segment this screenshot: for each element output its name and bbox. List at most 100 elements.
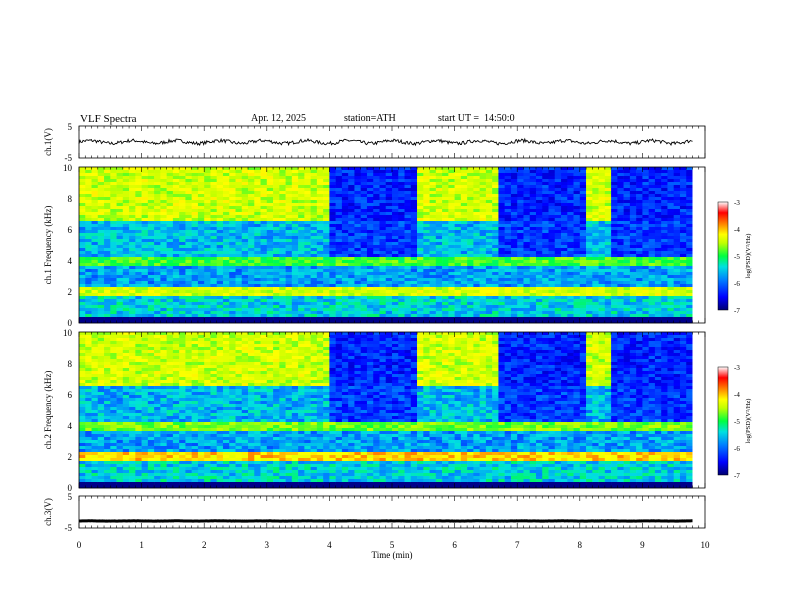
spectrogram-cell: [298, 182, 305, 186]
spectrogram-cell: [417, 203, 424, 207]
spectrogram-cell: [467, 257, 474, 261]
spectrogram-cell: [248, 245, 255, 249]
spectrogram-cell: [254, 272, 261, 276]
spectrogram-cell: [667, 239, 674, 243]
spectrogram-cell: [266, 263, 274, 267]
spectrogram-cell: [611, 305, 618, 309]
spectrogram-cell: [354, 170, 361, 174]
spectrogram-cell: [323, 218, 330, 222]
spectrogram-cell: [373, 278, 380, 282]
spectrogram-cell: [410, 278, 418, 282]
spectrogram-cell: [611, 281, 618, 285]
spectrogram-cell: [604, 278, 612, 282]
spectrogram-cell: [460, 287, 468, 291]
spectrogram-cell: [542, 200, 549, 204]
spectrogram-cell: [448, 293, 455, 297]
spectrogram-cell: [291, 314, 299, 318]
spectrogram-cell: [279, 239, 286, 243]
spectrogram-cell: [636, 320, 643, 324]
spectrogram-cell: [366, 269, 374, 273]
spectrogram-cell: [517, 299, 524, 303]
spectrogram-cell: [435, 266, 443, 270]
spectrogram-cell: [298, 287, 305, 291]
spectrogram-cell: [91, 215, 99, 219]
spectrogram-cell: [197, 227, 205, 231]
spectrogram-cell: [147, 254, 155, 258]
spectrogram-cell: [135, 251, 142, 255]
spectrogram-cell: [285, 266, 293, 270]
spectrogram-cell: [260, 260, 268, 264]
spectrogram-cell: [492, 275, 499, 279]
spectrogram-cell: [517, 173, 524, 177]
spectrogram-cell: [673, 227, 681, 231]
start-time-label: start UT = 14:50:0: [438, 113, 515, 124]
spectrogram-cell: [417, 314, 424, 318]
spectrogram-cell: [473, 170, 480, 174]
spectrogram-cell: [385, 254, 393, 258]
spectrogram-cell: [273, 206, 280, 210]
spectrogram-cell: [504, 314, 512, 318]
spectrogram-cell: [135, 317, 142, 321]
spectrogram-cell: [554, 206, 562, 210]
spectrogram-cell: [523, 197, 531, 201]
spectrogram-cell: [654, 296, 662, 300]
spectrogram-cell: [448, 194, 455, 198]
spectrogram-cell: [122, 272, 130, 276]
spectrogram-cell: [85, 269, 92, 273]
spectrogram-cell: [279, 269, 286, 273]
spectrogram-cell: [629, 260, 637, 264]
spectrogram-cell: [473, 185, 480, 189]
spectrogram-cell: [579, 281, 587, 285]
spectrogram-cell: [523, 269, 531, 273]
spectrogram-cell: [122, 230, 130, 234]
spectrogram-cell: [179, 188, 186, 192]
spectrogram-cell: [85, 284, 92, 288]
spectrogram-cell: [348, 272, 355, 276]
spectrogram-cell: [79, 275, 86, 279]
spectrogram-cell: [260, 308, 268, 312]
spectrogram-cell: [135, 176, 142, 180]
spectrogram-cell: [379, 179, 387, 183]
spectrogram-cell: [166, 236, 174, 240]
spectrogram-cell: [235, 290, 243, 294]
spectrogram-cell: [348, 278, 355, 282]
spectrogram-cell: [373, 251, 380, 255]
spectrogram-cell: [398, 242, 405, 246]
spectrogram-cell: [210, 311, 218, 315]
spectrogram-cell: [279, 290, 286, 294]
spectrogram-cell: [629, 179, 637, 183]
spectrogram-cell: [129, 314, 136, 318]
spectrogram-cell: [260, 254, 268, 258]
spectrogram-cell: [248, 257, 255, 261]
spectrogram-cell: [479, 260, 487, 264]
spectrogram-cell: [548, 266, 556, 270]
spectrogram-cell: [179, 239, 186, 243]
spectrogram-cell: [229, 179, 236, 183]
spectrogram-cell: [360, 269, 368, 273]
spectrogram-cell: [166, 200, 174, 204]
spectrogram-cell: [166, 224, 174, 228]
spectrogram-cell: [341, 233, 349, 237]
spectrogram-cell: [348, 221, 355, 225]
spectrogram-cell: [110, 248, 117, 252]
spectrogram-cell: [279, 263, 286, 267]
spectrogram-cell: [91, 278, 99, 282]
spectrogram-cell: [147, 257, 155, 261]
spectrogram-cell: [454, 260, 462, 264]
spectrogram-cell: [79, 167, 86, 171]
spectrogram-cell: [535, 257, 543, 261]
spectrogram-cell: [517, 209, 524, 213]
spectrogram-cell: [348, 182, 355, 186]
spectrogram-cell: [392, 251, 399, 255]
spectrogram-cell: [460, 314, 468, 318]
spectrogram-cell: [604, 263, 612, 267]
spectrogram-cell: [448, 182, 455, 186]
spectrogram-cell: [229, 266, 236, 270]
spectrogram-cell: [529, 221, 537, 225]
spectrogram-cell: [548, 305, 556, 309]
spectrogram-cell: [504, 167, 512, 171]
spectrogram-cell: [323, 260, 330, 264]
spectrogram-cell: [154, 194, 161, 198]
spectrogram-cell: [535, 299, 543, 303]
spectrogram-cell: [629, 170, 637, 174]
